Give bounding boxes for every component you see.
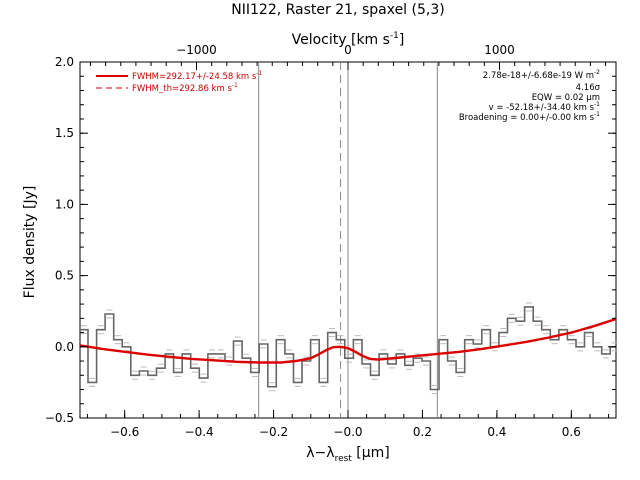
fit-annotations: 2.78e-18+/-6.68e-19 W m-2 4.16σ EQW = 0.… — [459, 69, 601, 123]
annotation-broadening: Broadening = 0.00+/-0.00 km s-1 — [459, 111, 600, 123]
fit-curve — [79, 317, 617, 364]
x-tick-label: 0.2 — [413, 425, 432, 439]
annotation-sigma: 4.16σ — [576, 83, 601, 93]
chart-title: NII122, Raster 21, spaxel (5,3) — [231, 2, 444, 18]
annotation-eqw: EQW = 0.02 μm — [532, 93, 600, 103]
top-tick-label: −1000 — [176, 43, 217, 57]
x-tick-label: −0.2 — [259, 425, 288, 439]
y-tick-label: 1.5 — [55, 126, 74, 140]
y-axis-label: Flux density [Jy] — [22, 186, 38, 299]
x-tick-label: −0.6 — [110, 425, 139, 439]
x-axis-label-sub: rest — [335, 454, 353, 464]
annotation-velocity: v = -52.18+/-34.40 km s-1 — [489, 101, 601, 113]
annotation-flux: 2.78e-18+/-6.68e-19 W m-2 — [483, 69, 600, 81]
x-tick-label: 0.4 — [487, 425, 506, 439]
top-axis-label: Velocity [km s-1] — [292, 31, 405, 48]
x-tick-label: −0.4 — [185, 425, 214, 439]
x-tick-label: 0.6 — [562, 425, 581, 439]
y-tick-label: 2.0 — [55, 55, 74, 69]
y-tick-label: 0.0 — [55, 340, 74, 354]
x-axis-label: λ−λrest [μm] — [306, 445, 390, 464]
y-tick-label: −0.5 — [45, 411, 74, 425]
x-tick-label: −0.0 — [333, 425, 362, 439]
x-axis-label-end: [μm] — [352, 445, 390, 461]
legend-item-fwhm-th: FWHM_th=292.86 km s-1 — [132, 82, 238, 94]
y-tick-label: 0.5 — [55, 269, 74, 283]
legend: FWHM=292.17+/-24.58 km s-1 FWHM_th=292.8… — [96, 70, 262, 94]
top-axis-label-sup: -1 — [390, 31, 399, 41]
legend-item-fwhm: FWHM=292.17+/-24.58 km s-1 — [132, 70, 262, 82]
top-tick-label: 1000 — [484, 43, 515, 57]
y-tick-label: 1.0 — [55, 197, 74, 211]
x-axis-label-main: λ−λ — [306, 445, 334, 461]
top-tick-label: 0 — [344, 43, 352, 57]
spectrum-step — [80, 306, 616, 391]
top-axis-label-main: Velocity [km s — [292, 32, 390, 48]
top-axis-label-end: ] — [399, 32, 404, 48]
